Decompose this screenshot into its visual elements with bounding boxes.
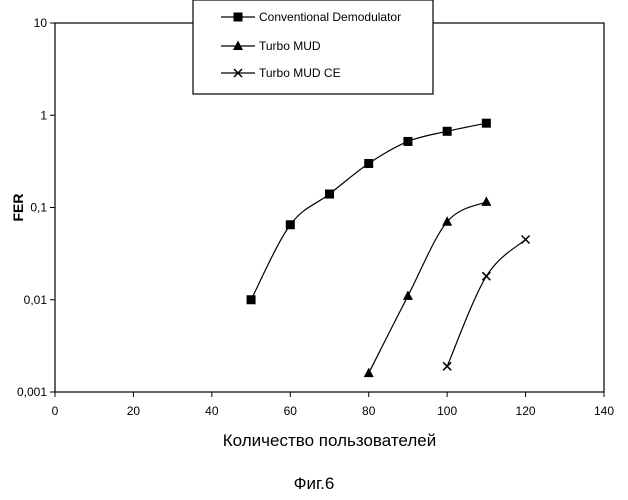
data-point-square [443,127,452,136]
legend-label: Conventional Demodulator [259,10,401,24]
x-tick-label: 0 [52,404,59,418]
data-point-square [325,190,334,199]
x-tick-label: 100 [437,404,457,418]
y-tick-label: 0,01 [24,293,48,307]
y-tick-label: 1 [40,108,47,122]
x-tick-label: 20 [127,404,141,418]
x-axis-title: Количество пользователей [223,431,436,450]
x-tick-label: 120 [516,404,536,418]
chart: 0 20 40 60 80 100 120 140 0,001 0,01 0,1 1 10 FER Ко… [0,0,628,472]
x-tick-label: 80 [362,404,376,418]
y-axis-title: FER [10,194,26,222]
legend-label: Turbo MUD CE [259,66,341,80]
y-tick-label: 10 [34,16,48,30]
x-tick-label: 140 [594,404,614,418]
data-point-square [364,159,373,168]
data-point-square [482,119,491,128]
legend-label: Turbo MUD [259,39,321,53]
data-point-square [403,137,412,146]
y-tick-label: 0,001 [17,385,47,399]
y-tick-label: 0,1 [30,201,47,215]
x-tick-label: 40 [205,404,219,418]
data-point-square [286,220,295,229]
legend: Conventional Demodulator Turbo MUD Turbo M… [193,0,433,94]
legend-marker-square [234,13,243,22]
figure-caption: Фиг.6 [0,474,628,494]
x-tick-label: 60 [284,404,298,418]
data-point-square [247,295,256,304]
